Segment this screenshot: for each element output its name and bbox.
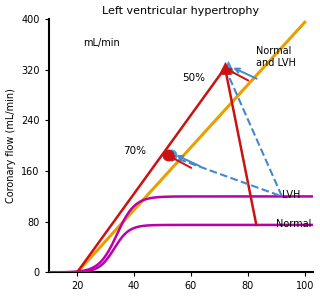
Text: 70%: 70% [123, 146, 146, 156]
Title: Left ventricular hypertrophy: Left ventricular hypertrophy [102, 6, 260, 15]
Text: Normal: Normal [276, 219, 312, 229]
Text: Normal
and LVH: Normal and LVH [256, 46, 296, 68]
Text: mL/min: mL/min [83, 38, 120, 48]
Text: LVH: LVH [282, 190, 300, 200]
Y-axis label: Coronary flow (mL/min): Coronary flow (mL/min) [5, 88, 16, 203]
Text: 50%: 50% [182, 73, 205, 83]
